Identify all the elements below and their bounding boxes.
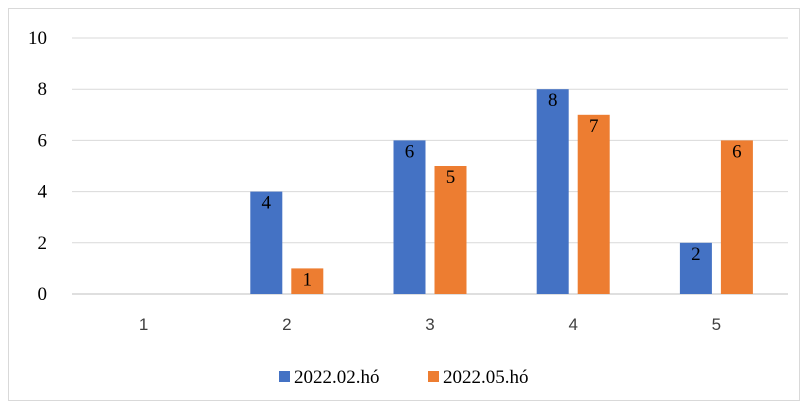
bar-series-2 xyxy=(434,166,467,294)
x-tick-label: 3 xyxy=(425,315,434,334)
y-tick-label: 8 xyxy=(38,79,48,100)
bar-series-1 xyxy=(250,191,283,294)
y-tick-label: 10 xyxy=(28,28,47,49)
x-tick-label: 2 xyxy=(282,315,291,334)
y-tick-label: 0 xyxy=(38,284,48,305)
y-axis-ticks: 0 2 4 6 8 10 xyxy=(28,28,48,305)
y-tick-label: 4 xyxy=(38,182,48,203)
bar-series-2 xyxy=(291,268,324,294)
bar-data-label: 1 xyxy=(303,269,313,290)
bar-data-label: 4 xyxy=(262,193,272,214)
bar-data-label: 2 xyxy=(691,244,701,265)
x-tick-label: 5 xyxy=(712,315,721,334)
bar-data-label: 6 xyxy=(732,141,742,162)
gridlines xyxy=(72,37,788,295)
bar-series-2 xyxy=(577,114,610,294)
bars: 4 6 8 2 1 5 7 6 xyxy=(250,89,753,294)
x-axis-ticks: 1 2 3 4 5 xyxy=(139,315,721,334)
bar-data-label: 7 xyxy=(589,116,599,137)
bar-series-2 xyxy=(720,140,753,294)
bar-series-1 xyxy=(679,242,712,294)
y-tick-label: 6 xyxy=(38,130,48,151)
bar-data-label: 5 xyxy=(446,167,456,188)
legend-label: 2022.02.hó xyxy=(294,367,380,388)
bar-data-label: 8 xyxy=(548,90,558,111)
x-tick-label: 1 xyxy=(139,315,148,334)
bar-series-1 xyxy=(393,140,426,294)
bar-series-1 xyxy=(536,89,569,294)
y-tick-label: 2 xyxy=(38,233,48,254)
x-tick-label: 4 xyxy=(568,315,577,334)
legend-swatch xyxy=(428,371,439,382)
legend-label: 2022.05.hó xyxy=(443,367,529,388)
legend-swatch xyxy=(279,371,290,382)
legend: 2022.02.hó 2022.05.hó xyxy=(279,367,529,388)
bar-data-label: 6 xyxy=(405,141,415,162)
